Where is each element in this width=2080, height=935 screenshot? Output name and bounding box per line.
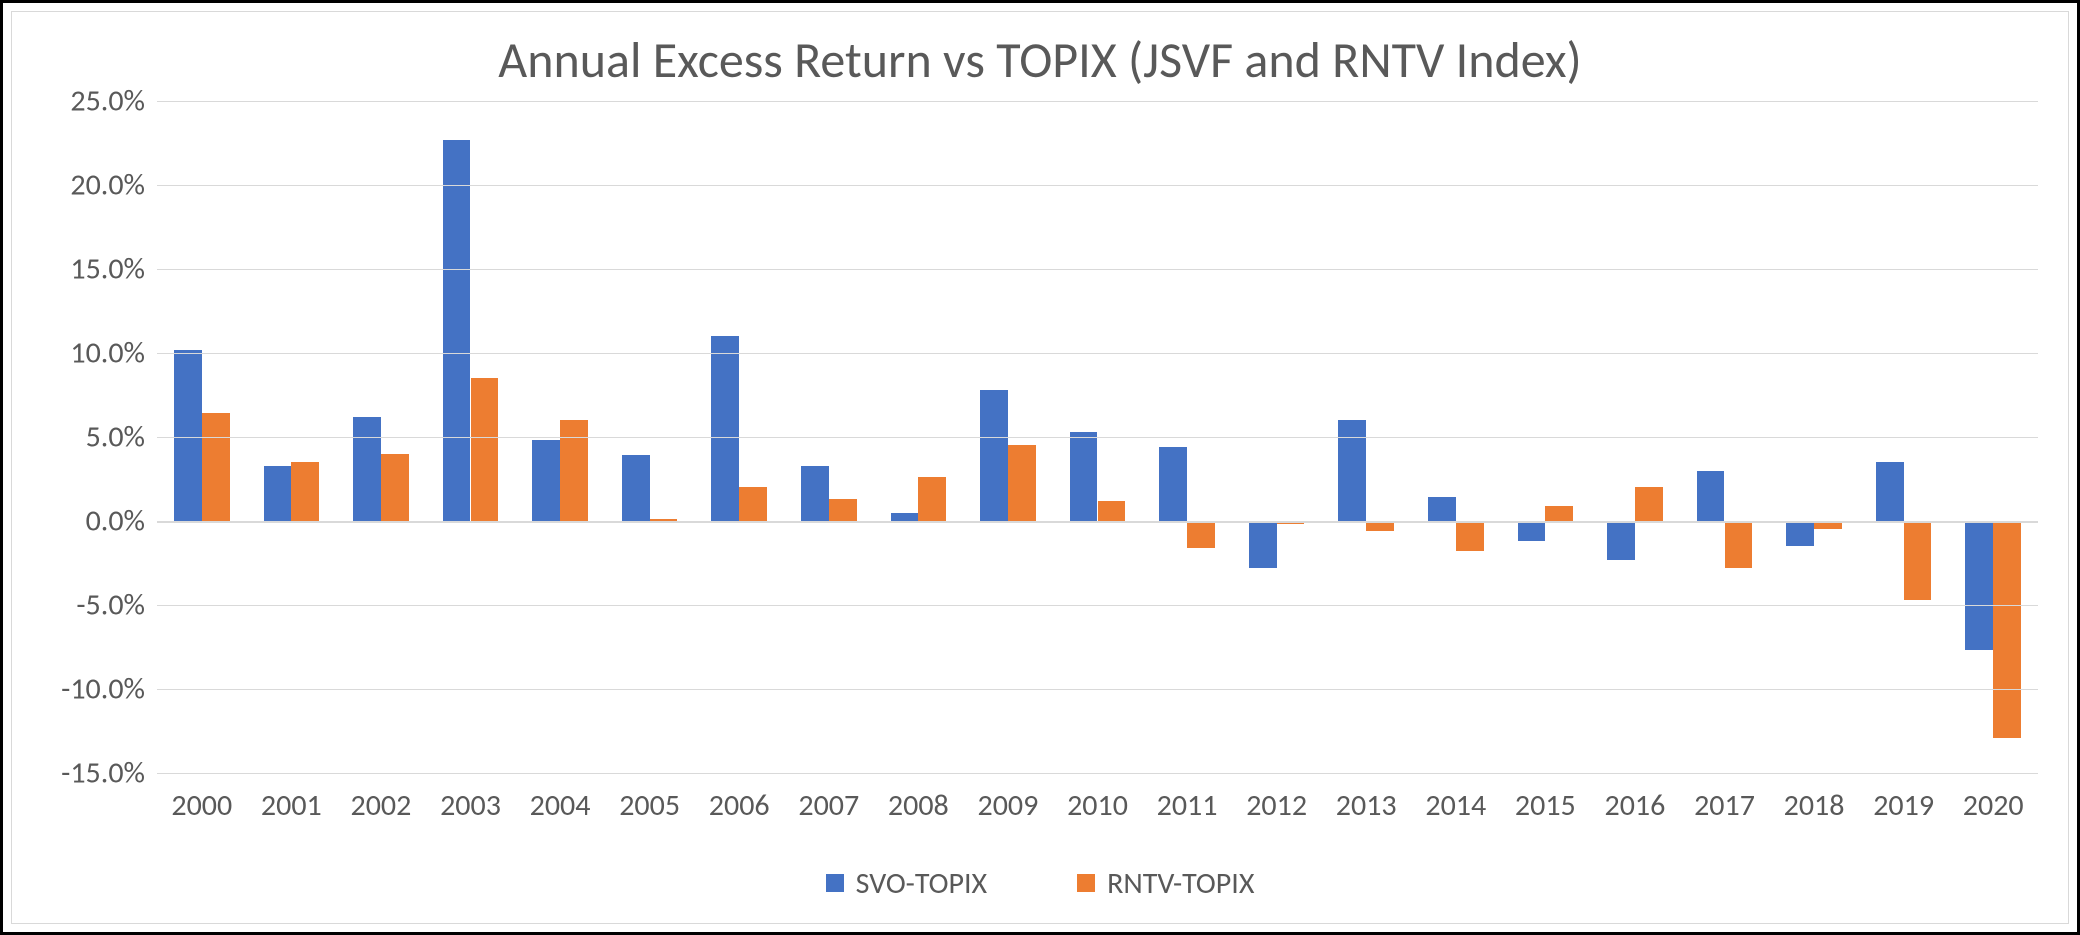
bar bbox=[1518, 521, 1546, 541]
bar bbox=[1070, 432, 1098, 521]
bar bbox=[1607, 521, 1635, 560]
x-tick-label: 2004 bbox=[530, 787, 591, 824]
gridline bbox=[157, 689, 2038, 690]
chart-container: Annual Excess Return vs TOPIX (JSVF and … bbox=[0, 0, 2080, 935]
x-tick-label: 2009 bbox=[978, 787, 1039, 824]
x-axis-row: 2000 2001 2002 2003 2004 2005 2006 2007 2008 2009… bbox=[12, 773, 2068, 843]
x-tick-label: 2010 bbox=[1067, 787, 1128, 824]
bar bbox=[1635, 487, 1663, 521]
gridline bbox=[157, 605, 2038, 606]
y-tick-label: -5.0% bbox=[76, 587, 145, 624]
gridline bbox=[157, 101, 2038, 102]
x-axis: 2000 2001 2002 2003 2004 2005 2006 2007 2008 2009… bbox=[157, 773, 2038, 843]
bar bbox=[1786, 521, 1814, 546]
y-tick-label: -10.0% bbox=[61, 671, 145, 708]
y-tick-label: 25.0% bbox=[70, 83, 145, 120]
legend-item-svo: SVO-TOPIX bbox=[826, 865, 988, 902]
bar bbox=[739, 487, 767, 521]
bar bbox=[1725, 521, 1753, 568]
y-tick-label: 10.0% bbox=[70, 335, 145, 372]
gridline bbox=[157, 185, 2038, 186]
x-tick-label: 2007 bbox=[798, 787, 859, 824]
x-tick-label: 2001 bbox=[261, 787, 322, 824]
gridline bbox=[157, 269, 2038, 270]
legend-item-rntv: RNTV-TOPIX bbox=[1077, 865, 1254, 902]
bar bbox=[1249, 521, 1277, 568]
bar bbox=[1187, 521, 1215, 548]
bar bbox=[202, 413, 230, 521]
legend-swatch-rntv bbox=[1077, 874, 1095, 892]
bar bbox=[1159, 447, 1187, 521]
x-tick-label: 2005 bbox=[619, 787, 680, 824]
plot-row: -15.0%-10.0%-5.0%0.0%5.0%10.0%15.0%20.0%… bbox=[12, 101, 2068, 773]
bar bbox=[918, 477, 946, 521]
gridline bbox=[157, 353, 2038, 354]
bar bbox=[711, 336, 739, 521]
chart-inner: Annual Excess Return vs TOPIX (JSVF and … bbox=[11, 11, 2069, 924]
gridline bbox=[157, 437, 2038, 438]
bar bbox=[291, 462, 319, 521]
y-tick-label: -15.0% bbox=[61, 755, 145, 792]
bar bbox=[1098, 501, 1126, 521]
x-tick-label: 2016 bbox=[1605, 787, 1666, 824]
bar bbox=[829, 499, 857, 521]
bar bbox=[443, 140, 471, 521]
y-tick-label: 0.0% bbox=[86, 503, 145, 540]
y-axis: -15.0%-10.0%-5.0%0.0%5.0%10.0%15.0%20.0%… bbox=[12, 101, 157, 773]
x-tick-label: 2011 bbox=[1157, 787, 1218, 824]
plot-area bbox=[157, 101, 2038, 773]
bar bbox=[891, 513, 919, 521]
x-tick-label: 2015 bbox=[1515, 787, 1576, 824]
bar bbox=[1456, 521, 1484, 551]
legend-swatch-svo bbox=[826, 874, 844, 892]
x-tick-label: 2019 bbox=[1873, 787, 1934, 824]
bar bbox=[471, 378, 499, 521]
bar bbox=[353, 417, 381, 521]
bar bbox=[381, 454, 409, 521]
zero-line bbox=[157, 521, 2038, 523]
bar bbox=[980, 390, 1008, 521]
x-tick-label: 2006 bbox=[709, 787, 770, 824]
legend: SVO-TOPIX RNTV-TOPIX bbox=[12, 843, 2068, 923]
bar bbox=[1428, 497, 1456, 521]
legend-label-rntv: RNTV-TOPIX bbox=[1107, 865, 1254, 902]
bar bbox=[622, 455, 650, 521]
y-tick-label: 20.0% bbox=[70, 167, 145, 204]
bar bbox=[174, 350, 202, 521]
bar bbox=[1545, 506, 1573, 521]
bar bbox=[1904, 521, 1932, 600]
x-tick-label: 2012 bbox=[1246, 787, 1307, 824]
legend-label-svo: SVO-TOPIX bbox=[856, 865, 988, 902]
chart-title: Annual Excess Return vs TOPIX (JSVF and … bbox=[12, 12, 2068, 101]
x-tick-label: 2000 bbox=[171, 787, 232, 824]
bar bbox=[1697, 471, 1725, 521]
bar bbox=[801, 466, 829, 521]
bar bbox=[532, 440, 560, 521]
y-tick-label: 5.0% bbox=[86, 419, 145, 456]
y-tick-label: 15.0% bbox=[70, 251, 145, 288]
x-tick-label: 2003 bbox=[440, 787, 501, 824]
x-tick-label: 2008 bbox=[888, 787, 949, 824]
bar bbox=[1338, 420, 1366, 521]
x-tick-label: 2013 bbox=[1336, 787, 1397, 824]
x-tick-label: 2020 bbox=[1963, 787, 2024, 824]
x-tick-label: 2017 bbox=[1694, 787, 1755, 824]
bar bbox=[1993, 521, 2021, 738]
x-tick-label: 2002 bbox=[351, 787, 412, 824]
bar bbox=[560, 420, 588, 521]
bar bbox=[264, 466, 292, 521]
x-tick-label: 2018 bbox=[1784, 787, 1845, 824]
x-tick-label: 2014 bbox=[1425, 787, 1486, 824]
bar bbox=[1965, 521, 1993, 650]
bar bbox=[1008, 445, 1036, 521]
bar bbox=[1876, 462, 1904, 521]
